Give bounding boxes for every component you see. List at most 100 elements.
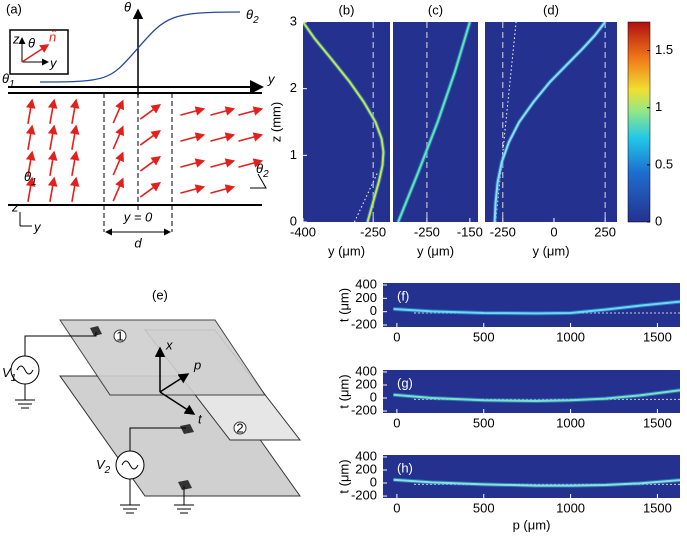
plot: -400 -250 0 1 2 3 (b) y (μm) z (mm): [268, 2, 390, 258]
label: V1: [2, 365, 16, 383]
y-tick-label: 3: [290, 13, 297, 28]
colorbar-tick-label: 1: [655, 99, 662, 114]
x-axis-label: y (μm): [328, 243, 365, 258]
field-arrow: [112, 125, 124, 150]
y-tick-label: -200: [351, 487, 377, 502]
plot-inner: [303, 22, 386, 222]
field-arrow: [112, 99, 124, 124]
label: θ1: [24, 169, 37, 187]
x-tick-label: 1000: [556, 329, 585, 344]
panel-label: (b): [339, 2, 355, 17]
y-tick-label: -200: [351, 316, 377, 331]
x-tick-label: 1000: [556, 415, 585, 430]
colorbar-tick-label: 1.5: [655, 42, 673, 57]
plot: -250 -150 (c) y (μm): [393, 2, 483, 258]
label: y = 0: [123, 209, 153, 224]
panel-label: (h): [397, 460, 413, 475]
field-arrow: [139, 156, 161, 172]
label: y: [49, 55, 58, 70]
x-tick-label: 1500: [643, 329, 672, 344]
label: z: [11, 199, 19, 214]
field-arrow: [238, 106, 264, 116]
x-tick-label: 0: [393, 415, 400, 430]
plot-inner: [393, 299, 680, 316]
y-axis-label: t (μm): [336, 459, 351, 493]
y-tick-label: 0: [370, 303, 377, 318]
beam: [393, 300, 680, 315]
plot-area: [383, 370, 680, 413]
label: 2: [236, 420, 243, 435]
field-arrow: [180, 158, 206, 168]
label: V2: [96, 457, 111, 475]
x-tick-label: 1000: [556, 500, 585, 515]
colorbar-scale: [627, 21, 651, 223]
x-tick-label: -150: [457, 224, 483, 239]
colorbar-tick-label: 0: [655, 213, 662, 228]
x-axis-label: p (μm): [513, 517, 551, 532]
y-tick-label: -200: [351, 402, 377, 417]
field-arrow: [210, 132, 236, 142]
x-tick-label: -250: [360, 224, 386, 239]
beam: [397, 22, 471, 222]
field-arrow: [238, 158, 264, 168]
y-tick-label: 400: [355, 276, 377, 291]
field-arrow: [25, 98, 36, 124]
panel-a: (a) θ y θ2 θ1 z y θ n̂ θ1 θ2 z y y = 0 d: [2, 0, 276, 250]
field-arrow: [69, 176, 80, 202]
x-tick-label: -400: [290, 224, 316, 239]
label: n̂: [49, 29, 57, 44]
label: x: [165, 337, 173, 352]
x-tick-label: 500: [473, 500, 495, 515]
field-arrow: [180, 132, 206, 142]
beam: [493, 22, 606, 222]
plot-area: [485, 22, 617, 222]
field-arrow: [25, 176, 36, 202]
label: t: [198, 411, 203, 426]
y-tick-label: 400: [355, 363, 377, 378]
field-arrow: [47, 176, 58, 202]
field-arrow: [69, 150, 80, 176]
y-tick-label: 400: [355, 448, 377, 463]
label: p: [193, 357, 201, 372]
y-tick-label: 1: [290, 147, 297, 162]
field-arrow: [210, 106, 236, 116]
plot-inner: [492, 22, 607, 222]
colorbar: 0 0.5 1 1.5: [627, 21, 673, 228]
x-tick-label: -250: [414, 224, 440, 239]
y-tick-label: 2: [290, 80, 297, 95]
plot-inner: [396, 22, 472, 222]
x-axis-label: y (μm): [417, 243, 454, 258]
x-tick-label: 0: [393, 500, 400, 515]
label: θ2: [246, 7, 259, 25]
x-tick-label: 1500: [643, 415, 672, 430]
panel-label: (g): [397, 375, 413, 390]
field-arrow: [47, 124, 58, 150]
field-arrow: [25, 150, 36, 176]
x-tick-label: 500: [473, 329, 495, 344]
y-tick-label: 200: [355, 290, 377, 305]
label: θ2: [256, 161, 269, 179]
field-arrow: [139, 104, 161, 120]
panel-label: (a): [6, 1, 22, 16]
field-arrow: [112, 177, 124, 202]
panel-label: (e): [152, 287, 168, 302]
tangent-line: [353, 171, 379, 222]
plot-area: [383, 455, 680, 498]
plot-area: [393, 22, 478, 222]
field-arrow: [210, 158, 236, 168]
panel-label: (f): [397, 288, 409, 303]
plot-inner: [393, 388, 680, 403]
field-arrow: [210, 184, 236, 194]
plot-inner: [393, 477, 680, 488]
y-tick-label: 200: [355, 376, 377, 391]
field-arrow: [47, 150, 58, 176]
beam: [393, 389, 680, 402]
field-arrow: [69, 124, 80, 150]
field-arrow: [47, 98, 58, 124]
field-arrow: [238, 132, 264, 142]
field-arrow: [139, 130, 161, 146]
x-tick-label: -250: [490, 224, 516, 239]
y-tick-label: 0: [370, 389, 377, 404]
beam: [303, 22, 385, 222]
